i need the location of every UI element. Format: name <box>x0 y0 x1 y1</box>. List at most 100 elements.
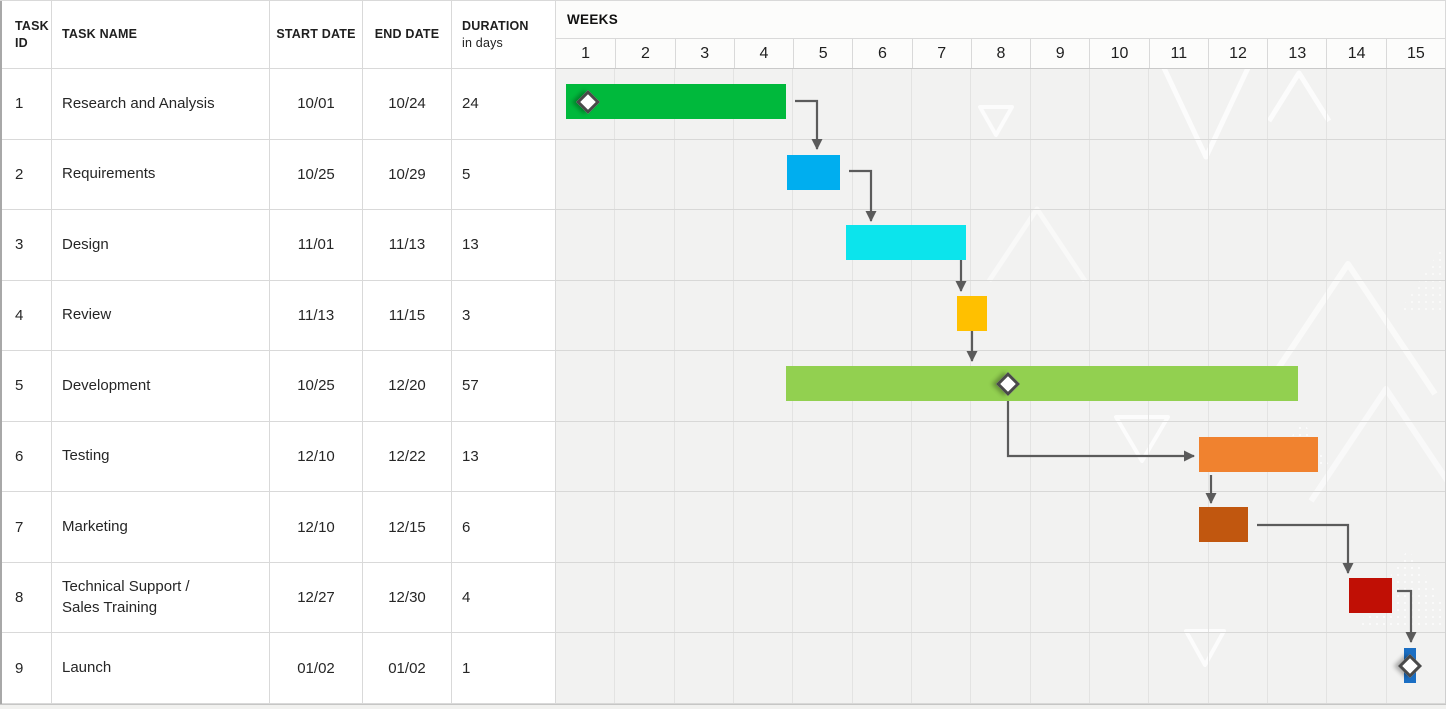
grid-column-line <box>556 69 1328 704</box>
task-id-cell[interactable]: 1 <box>2 69 52 140</box>
end-date-cell[interactable]: 11/15 <box>363 280 452 352</box>
start-date-cell[interactable]: 11/01 <box>270 210 363 281</box>
end-date-cell[interactable]: 01/02 <box>363 633 452 704</box>
duration-cell[interactable]: 13 <box>452 421 556 493</box>
start-date-cell[interactable]: 12/27 <box>270 562 363 634</box>
end-date-cell[interactable]: 10/29 <box>363 139 452 211</box>
end-date-cell[interactable]: 12/15 <box>363 492 452 563</box>
duration-cell[interactable]: 4 <box>452 562 556 634</box>
task-id-cell[interactable]: 5 <box>2 351 52 422</box>
grid-column-line <box>556 69 675 704</box>
start-date-cell[interactable]: 11/13 <box>270 280 363 352</box>
week-number: 3 <box>674 39 734 68</box>
sheet-bottom-edge <box>0 704 1446 709</box>
grid-row-line <box>556 69 1445 493</box>
task-bar-7[interactable] <box>1199 507 1248 543</box>
duration-cell[interactable]: 6 <box>452 492 556 563</box>
week-number: 1 <box>581 44 591 62</box>
gantt-chart: WEEKS 1 2 3 4 5 6 7 8 9 10 11 12 13 14 15 <box>556 1 1446 704</box>
task-name-cell[interactable]: Design <box>52 210 270 281</box>
grid-column-line <box>556 69 1387 704</box>
grid-row-line <box>556 69 1445 281</box>
task-id-cell[interactable]: 2 <box>2 139 52 211</box>
grid-row-line <box>556 69 1445 211</box>
grid-row-line <box>556 69 1445 634</box>
weeks-axis-label: WEEKS <box>556 1 1446 39</box>
grid-row-line <box>556 69 1445 422</box>
week-number: 13 <box>1267 39 1326 68</box>
start-date-cell[interactable]: 01/02 <box>270 633 363 704</box>
task-table-header: TASK ID TASK NAME START DATE END DATE DU… <box>2 1 556 69</box>
week-number: 7 <box>911 39 971 68</box>
start-date-cell[interactable]: 10/01 <box>270 69 363 140</box>
task-id-cell[interactable]: 6 <box>2 421 52 493</box>
chart-plot-area <box>556 69 1446 704</box>
header-start-date: START DATE <box>270 1 363 69</box>
week-number: 11 <box>1148 39 1208 68</box>
duration-cell[interactable]: 5 <box>452 139 556 211</box>
end-date-cell[interactable]: 10/24 <box>363 69 452 140</box>
milestone-diamond-9[interactable] <box>1398 653 1423 678</box>
task-id-cell[interactable]: 3 <box>2 210 52 281</box>
end-date-cell[interactable]: 11/13 <box>363 210 452 281</box>
duration-cell[interactable]: 3 <box>452 280 556 352</box>
grid-row-line <box>556 69 1445 140</box>
duration-cell[interactable]: 1 <box>452 633 556 704</box>
header-end-date: END DATE <box>363 1 452 69</box>
task-bar-1[interactable] <box>566 84 787 119</box>
task-name-cell[interactable]: Marketing <box>52 492 270 563</box>
task-name-cell[interactable]: Research and Analysis <box>52 69 270 140</box>
header-duration-subtitle: in days <box>462 35 504 50</box>
task-name-cell[interactable]: Requirements <box>52 139 270 211</box>
task-bars-layer <box>556 69 1445 704</box>
task-bar-3[interactable] <box>846 225 966 261</box>
weeks-axis-ticks: 1 2 3 4 5 6 7 8 9 10 11 12 13 14 15 <box>556 39 1446 69</box>
week-number: 2 <box>615 39 674 68</box>
task-id-cell[interactable]: 9 <box>2 633 52 704</box>
task-name-cell[interactable]: Development <box>52 351 270 422</box>
task-bar-8[interactable] <box>1349 577 1392 613</box>
grid-row-line <box>556 69 1445 352</box>
grid-column-line <box>556 69 734 704</box>
end-date-cell[interactable]: 12/22 <box>363 421 452 493</box>
start-date-cell[interactable]: 12/10 <box>270 421 363 493</box>
task-name-cell[interactable]: Testing <box>52 421 270 493</box>
task-name-cell[interactable]: Technical Support / Sales Training <box>52 562 270 634</box>
week-number: 10 <box>1089 39 1148 68</box>
header-duration: DURATION in days <box>452 1 556 69</box>
header-task-id: TASK ID <box>2 1 52 69</box>
task-bar-4[interactable] <box>957 295 987 331</box>
task-bar-2[interactable] <box>786 154 841 190</box>
task-bar-6[interactable] <box>1199 436 1318 472</box>
end-date-cell[interactable]: 12/30 <box>363 562 452 634</box>
duration-cell[interactable]: 57 <box>452 351 556 422</box>
grid-row-line <box>556 69 1445 563</box>
week-number: 14 <box>1326 39 1385 68</box>
week-number: 15 <box>1385 39 1445 68</box>
week-number: 12 <box>1207 39 1267 68</box>
header-duration-title: DURATION <box>462 19 529 34</box>
task-table: TASK ID TASK NAME START DATE END DATE DU… <box>0 1 556 704</box>
week-number: 8 <box>970 39 1030 68</box>
start-date-cell[interactable]: 12/10 <box>270 492 363 563</box>
task-bar-5[interactable] <box>786 366 1299 402</box>
header-task-name: TASK NAME <box>52 1 270 69</box>
duration-cell[interactable]: 13 <box>452 210 556 281</box>
start-date-cell[interactable]: 10/25 <box>270 351 363 422</box>
task-name-cell[interactable]: Launch <box>52 633 270 704</box>
week-number: 5 <box>793 39 852 68</box>
end-date-cell[interactable]: 12/20 <box>363 351 452 422</box>
start-date-cell[interactable]: 10/25 <box>270 139 363 211</box>
duration-cell[interactable]: 24 <box>452 69 556 140</box>
grid-column-line <box>556 69 616 704</box>
week-number: 6 <box>852 39 911 68</box>
task-id-cell[interactable]: 4 <box>2 280 52 352</box>
task-id-cell[interactable]: 8 <box>2 562 52 634</box>
task-name-cell[interactable]: Review <box>52 280 270 352</box>
week-number: 9 <box>1030 39 1089 68</box>
task-table-body: 1 Research and Analysis 10/01 10/24 24 2 Requi… <box>2 69 556 704</box>
task-id-cell[interactable]: 7 <box>2 492 52 563</box>
week-number: 4 <box>733 39 793 68</box>
